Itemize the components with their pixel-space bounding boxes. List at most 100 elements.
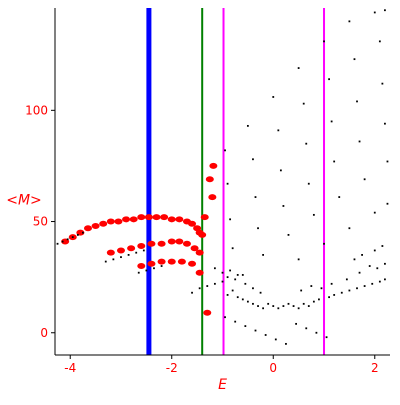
black-point xyxy=(315,331,318,334)
red-point xyxy=(137,263,146,270)
black-point xyxy=(356,287,358,290)
black-point xyxy=(307,182,310,185)
black-point xyxy=(378,40,381,43)
red-point xyxy=(208,194,217,201)
black-point xyxy=(323,242,325,245)
black-point xyxy=(386,202,389,205)
black-point xyxy=(206,285,209,287)
red-point xyxy=(203,309,212,316)
x-tick-label: -4 xyxy=(64,361,76,375)
black-point xyxy=(330,282,333,285)
y-tick-label: 0 xyxy=(40,326,48,340)
black-point xyxy=(226,276,229,279)
black-point xyxy=(376,267,379,270)
black-point xyxy=(262,254,265,256)
black-point xyxy=(221,271,224,274)
red-point xyxy=(147,260,156,267)
black-point xyxy=(213,267,216,270)
black-point xyxy=(323,40,325,43)
black-point xyxy=(373,249,376,252)
x-axis-label: E xyxy=(218,377,227,393)
black-point xyxy=(229,269,232,272)
black-point xyxy=(333,160,336,163)
black-point xyxy=(318,298,320,301)
red-point xyxy=(152,214,161,221)
black-point xyxy=(325,336,328,339)
black-point xyxy=(345,278,348,281)
black-point xyxy=(274,338,277,341)
black-point xyxy=(340,291,343,294)
black-point xyxy=(282,205,285,207)
black-point xyxy=(224,149,226,152)
black-point xyxy=(363,285,366,287)
black-point xyxy=(241,274,244,276)
black-point xyxy=(272,305,275,307)
black-point xyxy=(234,278,237,281)
black-point xyxy=(61,240,64,243)
black-point xyxy=(292,305,295,307)
black-point xyxy=(356,100,358,103)
black-point xyxy=(305,142,308,145)
black-point xyxy=(297,67,300,69)
black-point xyxy=(56,242,59,245)
black-point xyxy=(328,78,330,81)
red-point xyxy=(127,245,136,252)
red-point xyxy=(188,260,197,267)
black-point xyxy=(381,245,384,247)
black-point xyxy=(236,274,239,276)
black-point xyxy=(246,300,249,303)
red-point xyxy=(177,258,186,265)
black-point xyxy=(348,289,351,292)
black-point xyxy=(259,291,262,294)
red-point xyxy=(83,225,92,232)
black-point xyxy=(191,291,193,294)
red-point xyxy=(137,243,146,250)
black-point xyxy=(285,342,287,345)
black-point xyxy=(295,322,297,325)
points-layer xyxy=(56,9,389,345)
red-point xyxy=(167,258,176,265)
black-point xyxy=(120,256,122,259)
black-point xyxy=(361,254,363,256)
black-point xyxy=(348,20,351,23)
black-point xyxy=(257,227,259,230)
red-point xyxy=(160,214,169,221)
red-point xyxy=(99,220,108,227)
black-point xyxy=(328,296,330,299)
red-point xyxy=(122,216,131,223)
red-point xyxy=(175,238,184,245)
red-point xyxy=(147,240,156,247)
red-point xyxy=(195,269,204,276)
black-point xyxy=(104,260,107,263)
black-point xyxy=(272,96,275,98)
black-point xyxy=(348,227,351,230)
black-point xyxy=(353,58,356,61)
red-point xyxy=(91,222,100,229)
black-point xyxy=(246,124,249,127)
red-point xyxy=(200,214,209,221)
black-point xyxy=(112,258,115,261)
black-point xyxy=(267,302,270,305)
black-point xyxy=(252,287,254,290)
black-point xyxy=(312,300,315,303)
black-point xyxy=(127,254,130,256)
red-point xyxy=(195,249,204,256)
black-point xyxy=(257,305,259,307)
black-point xyxy=(333,294,336,296)
red-point xyxy=(175,216,184,223)
black-point xyxy=(82,231,84,234)
black-point xyxy=(252,158,254,161)
axes-layer xyxy=(54,8,390,356)
black-point xyxy=(302,102,305,105)
red-point xyxy=(182,240,191,247)
red-point xyxy=(129,216,138,223)
black-point xyxy=(320,287,323,290)
black-point xyxy=(234,320,237,323)
red-point xyxy=(116,247,125,254)
black-point xyxy=(254,329,257,332)
black-point xyxy=(221,280,224,283)
vertical-lines-layer xyxy=(146,8,326,355)
black-point xyxy=(330,120,333,123)
